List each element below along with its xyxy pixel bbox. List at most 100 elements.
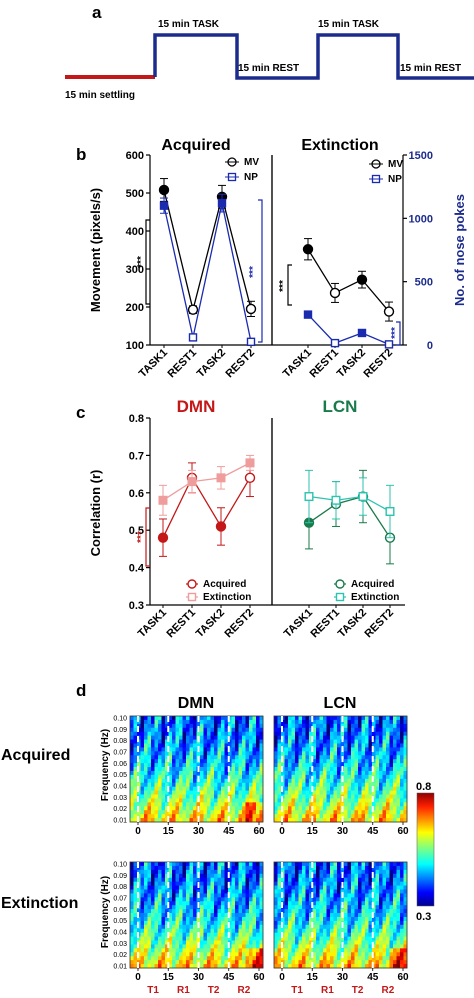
legend-extinction-marker [335, 592, 345, 602]
heatmap-cell [358, 774, 362, 780]
heatmap-cell [382, 735, 387, 740]
heatmap-cell [158, 893, 162, 898]
heatmap-cell [245, 869, 250, 875]
heatmap-cell [231, 802, 236, 807]
heatmap-cell [172, 862, 176, 867]
heatmap-cell [337, 905, 341, 910]
heatmap-cell [291, 952, 296, 957]
heatmap-cell [389, 739, 394, 744]
heatmap-cell [228, 916, 232, 922]
heatmap-cell [175, 936, 180, 941]
heatmap-cell [182, 881, 187, 886]
heatmap-cell [277, 719, 282, 725]
heatmap-cell [158, 862, 162, 867]
panel-a-letter: a [92, 3, 102, 22]
heatmap-cell [175, 889, 180, 894]
heatmap-cell [298, 920, 303, 926]
heatmap-cell [133, 818, 138, 823]
heatmap-cell [193, 727, 197, 733]
heatmap-cell [365, 814, 369, 819]
heatmap-cell [221, 719, 225, 725]
heatmap-cell [133, 956, 138, 961]
heatmap-cell [330, 767, 334, 772]
heatmap-cell [403, 964, 408, 969]
heatmap-cell [291, 893, 296, 898]
heatmap-cell [228, 964, 232, 969]
heatmap-cell [151, 940, 155, 945]
series-line [162, 476, 251, 538]
heatmap-cell [252, 731, 257, 737]
y-tick-label: 100 [126, 340, 144, 352]
heatmap-cell [379, 774, 383, 780]
heatmap-cell [361, 814, 366, 819]
heatmap-cell [298, 928, 303, 934]
heatmap-cell [400, 759, 404, 764]
heatmap-cell [365, 913, 369, 918]
heatmap-cell [168, 893, 173, 898]
heatmap-cell [281, 936, 285, 941]
heatmap-cell [326, 763, 331, 768]
heatmap-cell [231, 940, 236, 945]
heatmap-cell [189, 759, 194, 764]
heatmap-cell [144, 802, 148, 807]
heatmap-cell [305, 767, 310, 772]
heatmap-cell [337, 893, 341, 898]
heatmap-cell [154, 735, 159, 740]
heatmap-cell [242, 778, 246, 784]
heatmap-cell [214, 782, 218, 788]
heatmap-cell [400, 901, 404, 906]
heatmap-cell [224, 924, 229, 930]
heatmap-cell [182, 964, 187, 969]
heatmap-cell [235, 956, 239, 961]
heatmap-cell [203, 940, 208, 945]
heatmap-cell [228, 806, 232, 811]
heatmap-cell [179, 901, 183, 906]
heatmap-cell [309, 964, 313, 969]
heatmap-cell [214, 936, 218, 941]
heatmap-cell [147, 897, 152, 902]
heatmap-cell [245, 893, 250, 898]
heatmap-cell [168, 759, 173, 764]
heatmap-cell [133, 810, 138, 815]
heatmap-cell [284, 810, 289, 815]
heatmap-cell [316, 727, 320, 733]
heatmap-cell [298, 806, 303, 811]
heatmap-ylabel-bottom: Frequency (Hz) [100, 876, 111, 948]
heatmap-cell [245, 747, 250, 752]
heatmap-cell [309, 723, 313, 729]
heatmap-cell [351, 716, 355, 721]
heatmap-cell [179, 735, 183, 740]
heatmap-cell [309, 719, 313, 725]
heatmap-cell [347, 948, 352, 953]
heatmap-cell [393, 719, 397, 725]
heatmap-cell [186, 913, 190, 918]
heatmap-cell [291, 794, 296, 799]
heatmap-cell [165, 897, 169, 902]
heatmap-cell [189, 770, 194, 776]
heatmap-cell [130, 948, 134, 953]
y-tick-label: 0.3 [129, 600, 144, 612]
heatmap-cell [186, 956, 190, 961]
heatmap-cell [179, 881, 183, 886]
heatmap-cell [379, 739, 383, 744]
heatmap-cell [274, 743, 278, 748]
heatmap-cell [298, 893, 303, 898]
heatmap-cell [189, 767, 194, 772]
heatmap-cell [182, 936, 187, 941]
heatmap-cell [217, 901, 222, 906]
heatmap-cell [161, 735, 166, 740]
heatmap-cell [284, 885, 289, 890]
heatmap-cell [386, 716, 390, 721]
heatmap-cell [193, 751, 197, 756]
heatmap-cell [323, 889, 327, 894]
heatmap-cell [351, 814, 355, 819]
heatmap-cell [186, 869, 190, 875]
heatmap-cell [309, 885, 313, 890]
heatmap-cell [403, 944, 408, 949]
heatmap-cell [238, 885, 243, 890]
heatmap-cell [386, 770, 390, 776]
heatmap-cell [210, 956, 215, 961]
heatmap-cell [309, 735, 313, 740]
heatmap-cell [231, 798, 236, 803]
heatmap-cell [288, 865, 292, 871]
